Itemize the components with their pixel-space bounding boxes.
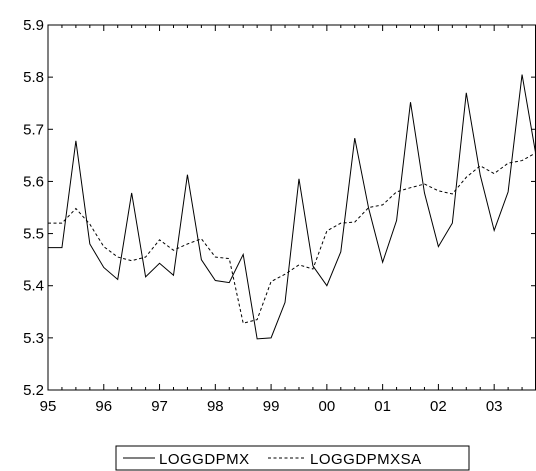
legend-label: LOGGDPMXSA [310, 451, 422, 468]
y-tick-label: 5.6 [23, 173, 44, 190]
y-tick-label: 5.9 [23, 17, 44, 34]
legend: LOGGDPMX LOGGDPMXSA [115, 445, 470, 471]
series-line-loggdpmxsa [48, 152, 536, 324]
y-axis-ticks [48, 24, 536, 391]
x-tick-label: 00 [319, 398, 336, 415]
legend-label: LOGGDPMX [159, 451, 250, 468]
x-tick-label: 96 [95, 398, 112, 415]
y-tick-label: 5.3 [23, 330, 44, 347]
plot-frame [47, 24, 536, 391]
x-tick-label: 95 [40, 398, 57, 415]
x-tick-label: 98 [207, 398, 224, 415]
y-tick-label: 5.8 [23, 69, 44, 86]
x-tick-label: 03 [486, 398, 503, 415]
series-lines [48, 74, 536, 340]
x-tick-label: 97 [151, 398, 168, 415]
y-tick-label: 5.4 [23, 278, 44, 295]
y-tick-label: 5.5 [23, 226, 44, 243]
x-tick-label: 01 [374, 398, 391, 415]
y-axis-tick-labels: 5.2 5.3 5.4 5.5 5.6 5.7 5.8 5.9 [23, 17, 44, 399]
series-line-loggdpmx [48, 74, 536, 340]
x-axis-tick-labels: 95 96 97 98 99 00 01 02 03 [40, 398, 503, 415]
y-tick-label: 5.7 [23, 121, 44, 138]
y-tick-label: 5.2 [23, 382, 44, 399]
x-tick-label: 99 [263, 398, 280, 415]
x-axis-ticks [47, 25, 536, 390]
x-tick-label: 02 [430, 398, 447, 415]
